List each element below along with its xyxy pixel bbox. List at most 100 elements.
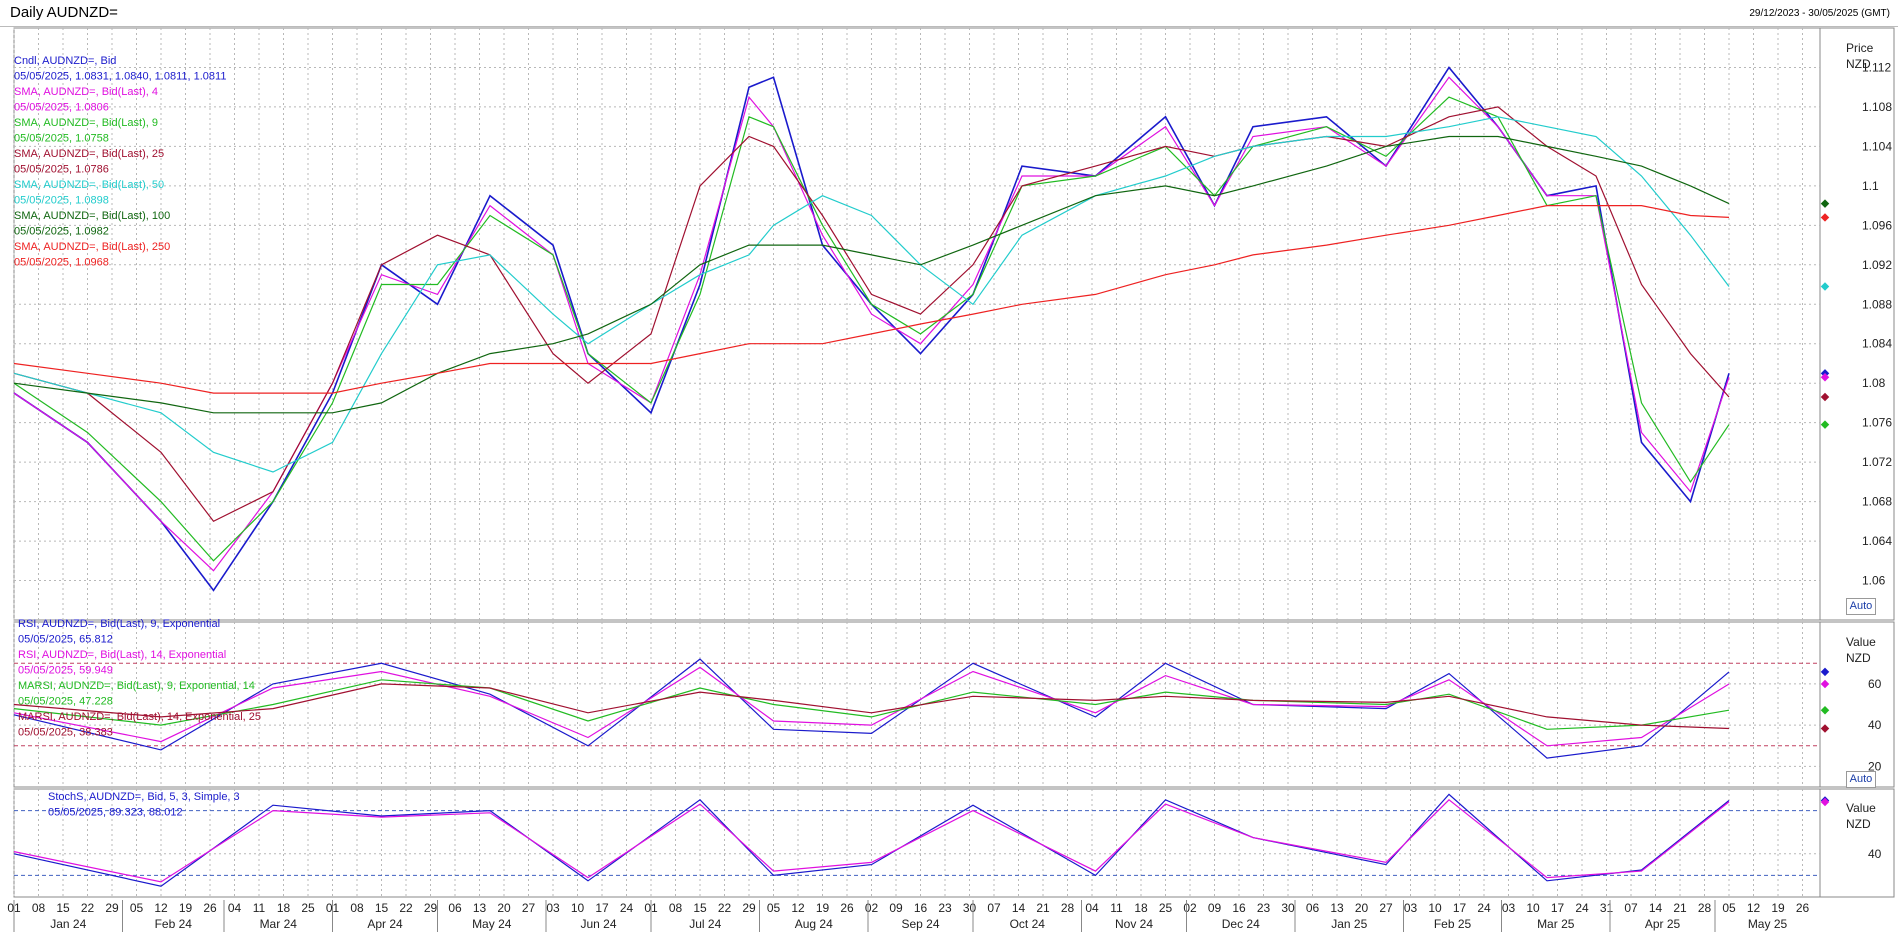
price-tick-label: 1.08 xyxy=(1862,376,1886,390)
series-line-2-1 xyxy=(13,798,1730,883)
x-day-label: 15 xyxy=(375,901,389,915)
legend-entry-1: MARSI, AUDNZD=, Bid(Last), 14, Exponenti… xyxy=(18,711,261,723)
stoch-tick-label: 40 xyxy=(1868,847,1882,861)
x-day-label: 05 xyxy=(767,901,781,915)
x-day-label: 11 xyxy=(1110,901,1123,915)
series-line-0-6 xyxy=(13,205,1730,394)
x-day-label: 10 xyxy=(1526,901,1540,915)
last-value-marker xyxy=(1820,420,1830,429)
price-tick-label: 1.1 xyxy=(1862,179,1879,193)
x-day-label: 23 xyxy=(1257,901,1271,915)
x-day-label: 04 xyxy=(1085,901,1099,915)
axis-title-1: Value xyxy=(1846,635,1876,649)
axis-frame-1 xyxy=(1819,621,1895,788)
price-tick-label: 1.096 xyxy=(1862,218,1892,232)
x-day-label: 20 xyxy=(497,901,511,915)
x-day-label: 29 xyxy=(105,901,119,915)
x-day-label: 02 xyxy=(865,901,879,915)
x-day-label: 19 xyxy=(179,901,193,915)
legend-entry-1: MARSI, AUDNZD=, Bid(Last), 9, Exponentia… xyxy=(18,680,255,692)
price-auto-button[interactable]: Auto xyxy=(1846,598,1876,615)
x-day-label: 26 xyxy=(203,901,217,915)
x-day-label: 18 xyxy=(277,901,291,915)
x-month-label: Jan 25 xyxy=(1331,917,1367,931)
x-month-label: Aug 24 xyxy=(795,917,833,931)
x-day-label: 14 xyxy=(1012,901,1026,915)
axis-title-1: NZD xyxy=(1846,651,1871,665)
x-day-label: 12 xyxy=(1747,901,1761,915)
x-day-label: 18 xyxy=(1134,901,1148,915)
x-day-label: 06 xyxy=(448,901,462,915)
legend-entry-0: 05/05/2025, 1.0982 xyxy=(14,226,109,238)
axis-frame-2 xyxy=(1819,788,1895,898)
x-month-label: Sep 24 xyxy=(901,917,939,931)
last-value-marker xyxy=(1820,282,1830,291)
legend-entry-0: 05/05/2025, 1.0831, 1.0840, 1.0811, 1.08… xyxy=(14,71,226,83)
legend-entry-2: StochS, AUDNZD=, Bid, 5, 3, Simple, 3 xyxy=(48,791,240,803)
x-day-label: 15 xyxy=(56,901,70,915)
x-day-label: 06 xyxy=(1306,901,1320,915)
x-day-label: 02 xyxy=(1183,901,1197,915)
x-day-label: 16 xyxy=(1232,901,1246,915)
legend-entry-0: SMA, AUDNZD=, Bid(Last), 9 xyxy=(14,117,158,129)
x-day-label: 27 xyxy=(522,901,536,915)
chart-title: Daily AUDNZD= xyxy=(10,4,118,21)
rsi-tick-label: 20 xyxy=(1868,759,1882,773)
legend-entry-0: 05/05/2025, 1.0898 xyxy=(14,195,109,207)
last-value-marker xyxy=(1820,797,1830,807)
panel-frame-1 xyxy=(13,621,1821,788)
legend-entry-1: RSI, AUDNZD=, Bid(Last), 14, Exponential xyxy=(18,649,226,661)
price-tick-label: 1.108 xyxy=(1862,100,1892,114)
x-day-label: 15 xyxy=(693,901,707,915)
x-month-label: Dec 24 xyxy=(1222,917,1260,931)
price-tick-label: 1.084 xyxy=(1862,337,1892,351)
last-value-marker xyxy=(1820,724,1830,733)
price-tick-label: 1.112 xyxy=(1862,60,1891,74)
series-line-0-4 xyxy=(13,116,1730,473)
x-day-label: 12 xyxy=(791,901,805,915)
x-month-label: Jul 24 xyxy=(689,917,721,931)
price-tick-label: 1.068 xyxy=(1862,495,1892,509)
x-day-label: 20 xyxy=(1355,901,1369,915)
last-value-marker xyxy=(1820,679,1830,689)
price-tick-label: 1.088 xyxy=(1862,297,1892,311)
series-line-2-0 xyxy=(13,793,1730,887)
panel-frame-0 xyxy=(13,27,1821,621)
axis-title-0: Price xyxy=(1846,41,1874,55)
price-tick-label: 1.06 xyxy=(1862,574,1886,588)
x-day-label: 09 xyxy=(1208,901,1222,915)
rsi-tick-label: 40 xyxy=(1868,718,1882,732)
x-month-label: Nov 24 xyxy=(1115,917,1153,931)
x-day-label: 24 xyxy=(1575,901,1589,915)
axis-layer: 01 08 15 22 29 05 12 19 26 04 11 18 25 01 08 15 22 29 06 13… xyxy=(7,41,1892,932)
x-day-label: 30 xyxy=(1281,901,1295,915)
legend-entry-0: SMA, AUDNZD=, Bid(Last), 25 xyxy=(14,148,164,160)
legend-entry-0: SMA, AUDNZD=, Bid(Last), 100 xyxy=(14,210,170,222)
x-day-label: 03 xyxy=(1404,901,1418,915)
x-day-label: 25 xyxy=(301,901,315,915)
x-day-label: 08 xyxy=(669,901,683,915)
x-month-label: Feb 24 xyxy=(155,917,193,931)
x-day-label: 29 xyxy=(742,901,756,915)
x-day-label: 10 xyxy=(571,901,585,915)
x-day-label: 05 xyxy=(1722,901,1736,915)
x-month-label: May 24 xyxy=(472,917,512,931)
axis-frame-0 xyxy=(1819,27,1895,621)
x-day-label: 14 xyxy=(1649,901,1663,915)
legend-entry-0: 05/05/2025, 1.0806 xyxy=(14,102,109,114)
x-day-label: 29 xyxy=(424,901,438,915)
x-day-label: 21 xyxy=(1036,901,1050,915)
x-day-label: 07 xyxy=(1624,901,1638,915)
x-day-label: 24 xyxy=(620,901,634,915)
x-day-label: 24 xyxy=(1477,901,1491,915)
x-day-label: 30 xyxy=(963,901,977,915)
x-day-label: 13 xyxy=(473,901,487,915)
x-day-label: 17 xyxy=(595,901,609,915)
rsi-auto-button[interactable]: Auto xyxy=(1846,771,1876,788)
price-tick-label: 1.064 xyxy=(1862,534,1892,548)
x-day-label: 07 xyxy=(987,901,1001,915)
legend-layer: Cndl, AUDNZD=, Bid 05/05/2025, 1.0831, 1.… xyxy=(14,55,261,819)
last-value-marker xyxy=(1820,705,1830,715)
price-tick-label: 1.072 xyxy=(1862,455,1892,469)
